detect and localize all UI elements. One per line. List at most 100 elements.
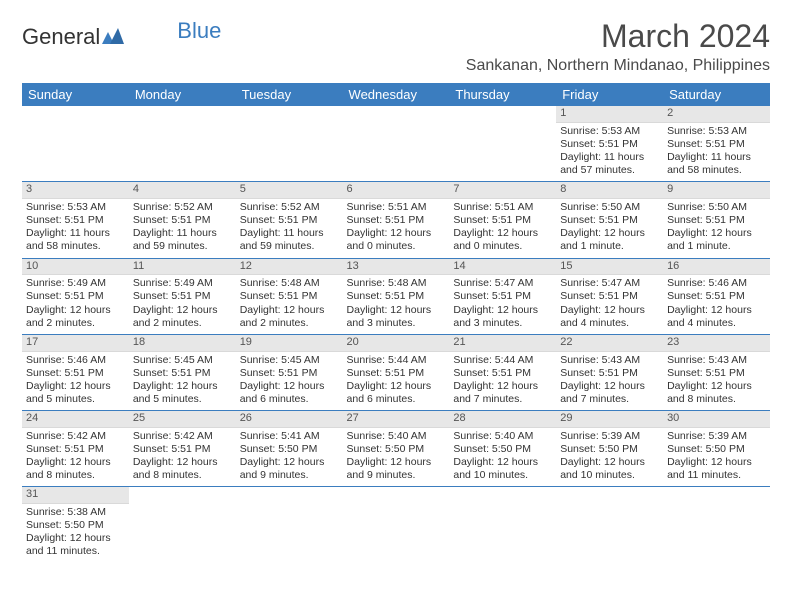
header-right: March 2024 Sankanan, Northern Mindanao, … (466, 18, 770, 75)
day-details: Sunrise: 5:43 AMSunset: 5:51 PMDaylight:… (556, 352, 663, 411)
sunrise-text: Sunrise: 5:44 AM (453, 354, 552, 367)
day-details: Sunrise: 5:48 AMSunset: 5:51 PMDaylight:… (236, 275, 343, 334)
sunrise-text: Sunrise: 5:53 AM (26, 201, 125, 214)
sunset-text: Sunset: 5:51 PM (26, 214, 125, 227)
sunset-text: Sunset: 5:50 PM (453, 443, 552, 456)
daylight-text: Daylight: 11 hours and 59 minutes. (240, 227, 339, 253)
sunrise-text: Sunrise: 5:49 AM (26, 277, 125, 290)
day-details: Sunrise: 5:40 AMSunset: 5:50 PMDaylight:… (449, 428, 556, 487)
sunset-text: Sunset: 5:51 PM (667, 367, 766, 380)
sunset-text: Sunset: 5:51 PM (133, 367, 232, 380)
daylight-text: Daylight: 11 hours and 58 minutes. (667, 151, 766, 177)
sunrise-text: Sunrise: 5:53 AM (667, 125, 766, 138)
daylight-text: Daylight: 12 hours and 7 minutes. (453, 380, 552, 406)
calendar-week-row: 10Sunrise: 5:49 AMSunset: 5:51 PMDayligh… (22, 258, 770, 334)
sunset-text: Sunset: 5:51 PM (667, 214, 766, 227)
calendar-day-cell: 28Sunrise: 5:40 AMSunset: 5:50 PMDayligh… (449, 411, 556, 487)
calendar-day-cell: 1Sunrise: 5:53 AMSunset: 5:51 PMDaylight… (556, 106, 663, 182)
sunset-text: Sunset: 5:50 PM (347, 443, 446, 456)
calendar-day-cell: 24Sunrise: 5:42 AMSunset: 5:51 PMDayligh… (22, 411, 129, 487)
day-details: Sunrise: 5:53 AMSunset: 5:51 PMDaylight:… (22, 199, 129, 258)
day-number: 21 (449, 335, 556, 352)
day-number: 1 (556, 106, 663, 123)
sunrise-text: Sunrise: 5:42 AM (26, 430, 125, 443)
day-details: Sunrise: 5:50 AMSunset: 5:51 PMDaylight:… (663, 199, 770, 258)
sunrise-text: Sunrise: 5:47 AM (453, 277, 552, 290)
day-number: 26 (236, 411, 343, 428)
sunrise-text: Sunrise: 5:52 AM (240, 201, 339, 214)
sunset-text: Sunset: 5:51 PM (560, 138, 659, 151)
sunrise-text: Sunrise: 5:46 AM (26, 354, 125, 367)
calendar-day-cell: 10Sunrise: 5:49 AMSunset: 5:51 PMDayligh… (22, 258, 129, 334)
day-number: 24 (22, 411, 129, 428)
logo-text-2: Blue (177, 18, 221, 44)
daylight-text: Daylight: 12 hours and 2 minutes. (26, 304, 125, 330)
daylight-text: Daylight: 12 hours and 9 minutes. (347, 456, 446, 482)
daylight-text: Daylight: 12 hours and 1 minute. (560, 227, 659, 253)
sunset-text: Sunset: 5:51 PM (240, 214, 339, 227)
daylight-text: Daylight: 12 hours and 7 minutes. (560, 380, 659, 406)
daylight-text: Daylight: 12 hours and 10 minutes. (453, 456, 552, 482)
day-details: Sunrise: 5:42 AMSunset: 5:51 PMDaylight:… (22, 428, 129, 487)
calendar-day-cell: 9Sunrise: 5:50 AMSunset: 5:51 PMDaylight… (663, 182, 770, 258)
calendar-day-cell (129, 487, 236, 563)
sunset-text: Sunset: 5:51 PM (453, 290, 552, 303)
sunset-text: Sunset: 5:51 PM (347, 367, 446, 380)
day-details: Sunrise: 5:49 AMSunset: 5:51 PMDaylight:… (129, 275, 236, 334)
calendar-table: Sunday Monday Tuesday Wednesday Thursday… (22, 83, 770, 563)
calendar-day-cell: 13Sunrise: 5:48 AMSunset: 5:51 PMDayligh… (343, 258, 450, 334)
day-number: 8 (556, 182, 663, 199)
calendar-day-cell: 2Sunrise: 5:53 AMSunset: 5:51 PMDaylight… (663, 106, 770, 182)
day-details: Sunrise: 5:45 AMSunset: 5:51 PMDaylight:… (129, 352, 236, 411)
daylight-text: Daylight: 12 hours and 1 minute. (667, 227, 766, 253)
sunset-text: Sunset: 5:51 PM (560, 214, 659, 227)
sunset-text: Sunset: 5:51 PM (347, 290, 446, 303)
sunset-text: Sunset: 5:50 PM (240, 443, 339, 456)
day-details: Sunrise: 5:42 AMSunset: 5:51 PMDaylight:… (129, 428, 236, 487)
calendar-page: General Blue March 2024 Sankanan, Northe… (0, 0, 792, 581)
day-details: Sunrise: 5:47 AMSunset: 5:51 PMDaylight:… (449, 275, 556, 334)
sunrise-text: Sunrise: 5:52 AM (133, 201, 232, 214)
day-details: Sunrise: 5:44 AMSunset: 5:51 PMDaylight:… (343, 352, 450, 411)
daylight-text: Daylight: 12 hours and 4 minutes. (560, 304, 659, 330)
calendar-day-cell: 3Sunrise: 5:53 AMSunset: 5:51 PMDaylight… (22, 182, 129, 258)
daylight-text: Daylight: 12 hours and 5 minutes. (133, 380, 232, 406)
day-number: 20 (343, 335, 450, 352)
sunrise-text: Sunrise: 5:48 AM (347, 277, 446, 290)
month-title: March 2024 (466, 18, 770, 55)
sunrise-text: Sunrise: 5:46 AM (667, 277, 766, 290)
daylight-text: Daylight: 12 hours and 6 minutes. (347, 380, 446, 406)
daylight-text: Daylight: 12 hours and 8 minutes. (26, 456, 125, 482)
day-header: Sunday (22, 83, 129, 106)
day-number: 5 (236, 182, 343, 199)
sunset-text: Sunset: 5:51 PM (667, 290, 766, 303)
sunset-text: Sunset: 5:51 PM (133, 214, 232, 227)
day-number: 10 (22, 259, 129, 276)
day-number: 14 (449, 259, 556, 276)
day-number: 7 (449, 182, 556, 199)
day-details: Sunrise: 5:40 AMSunset: 5:50 PMDaylight:… (343, 428, 450, 487)
calendar-day-cell: 18Sunrise: 5:45 AMSunset: 5:51 PMDayligh… (129, 334, 236, 410)
daylight-text: Daylight: 12 hours and 3 minutes. (347, 304, 446, 330)
daylight-text: Daylight: 12 hours and 11 minutes. (667, 456, 766, 482)
day-details: Sunrise: 5:50 AMSunset: 5:51 PMDaylight:… (556, 199, 663, 258)
calendar-day-cell: 12Sunrise: 5:48 AMSunset: 5:51 PMDayligh… (236, 258, 343, 334)
day-number: 28 (449, 411, 556, 428)
daylight-text: Daylight: 12 hours and 8 minutes. (667, 380, 766, 406)
logo-flag-icon (102, 24, 124, 50)
daylight-text: Daylight: 11 hours and 58 minutes. (26, 227, 125, 253)
day-details: Sunrise: 5:49 AMSunset: 5:51 PMDaylight:… (22, 275, 129, 334)
day-number: 23 (663, 335, 770, 352)
day-number: 15 (556, 259, 663, 276)
sunrise-text: Sunrise: 5:51 AM (453, 201, 552, 214)
day-number: 22 (556, 335, 663, 352)
calendar-day-cell: 23Sunrise: 5:43 AMSunset: 5:51 PMDayligh… (663, 334, 770, 410)
calendar-day-cell: 26Sunrise: 5:41 AMSunset: 5:50 PMDayligh… (236, 411, 343, 487)
day-number: 29 (556, 411, 663, 428)
daylight-text: Daylight: 12 hours and 6 minutes. (240, 380, 339, 406)
calendar-week-row: 24Sunrise: 5:42 AMSunset: 5:51 PMDayligh… (22, 411, 770, 487)
day-details: Sunrise: 5:46 AMSunset: 5:51 PMDaylight:… (22, 352, 129, 411)
daylight-text: Daylight: 12 hours and 9 minutes. (240, 456, 339, 482)
day-details: Sunrise: 5:52 AMSunset: 5:51 PMDaylight:… (236, 199, 343, 258)
calendar-day-cell (663, 487, 770, 563)
